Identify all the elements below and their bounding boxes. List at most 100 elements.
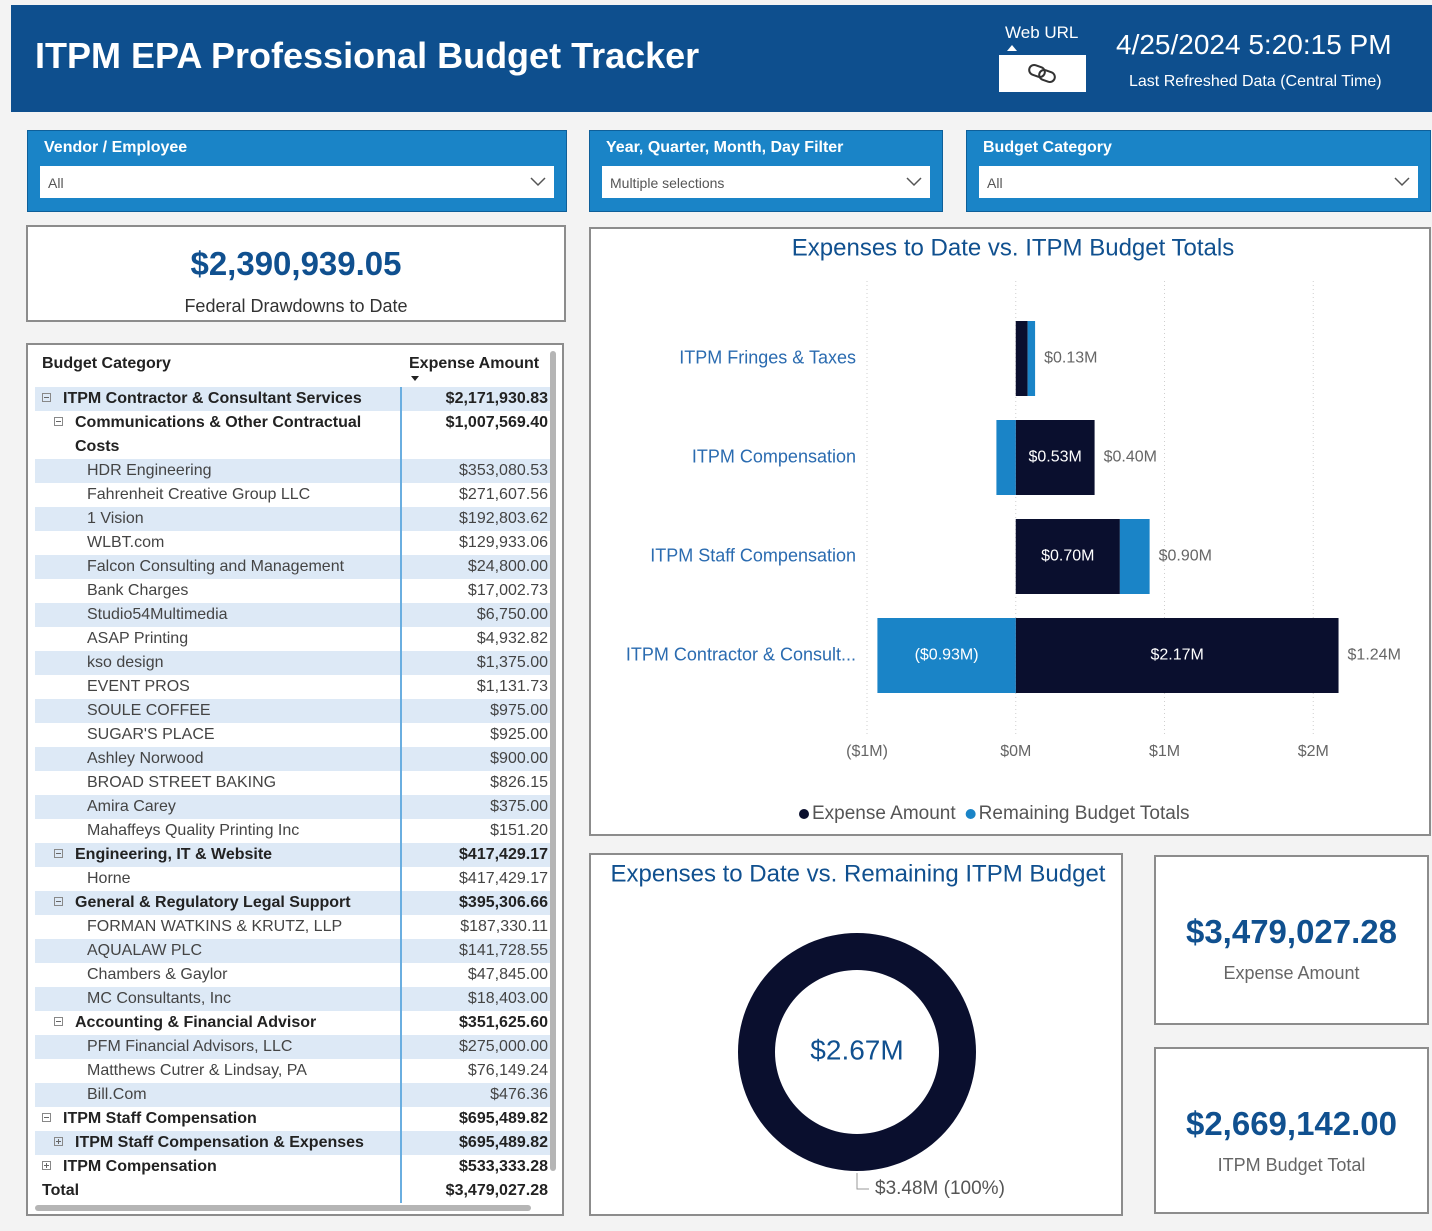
amount-cell: $4,932.82 (476, 630, 548, 647)
amount-cell: $925.00 (490, 726, 548, 743)
bar-segment (1015, 321, 1028, 396)
bar-segment (1015, 618, 1339, 693)
category-cell: Bank Charges (35, 579, 402, 603)
collapse-toggle[interactable] (42, 1113, 51, 1122)
expand-toggle[interactable] (42, 1161, 51, 1170)
indent (66, 873, 75, 882)
category-label: PFM Financial Advisors, LLC (87, 1038, 293, 1055)
category-cell: Fahrenheit Creative Group LLC (35, 483, 402, 507)
bar-segment (1015, 519, 1120, 594)
indent (66, 489, 75, 498)
amount-cell: $417,429.17 (459, 846, 548, 863)
table-row: Bank Charges $17,002.73 (35, 579, 550, 603)
horizontal-scrollbar[interactable] (35, 1205, 531, 1211)
amount-cell: $187,330.11 (460, 918, 548, 935)
vertical-scrollbar[interactable] (550, 351, 556, 1171)
donut-chart: Expenses to Date vs. Remaining ITPM Budg… (611, 860, 1106, 1199)
category-cell: Falcon Consulting and Management (35, 555, 402, 579)
indent (66, 681, 75, 690)
total-label: Total (42, 1182, 80, 1199)
amount-cell: $47,845.00 (467, 966, 548, 983)
slicer: Budget Category All (966, 130, 1431, 212)
category-cell: Studio54Multimedia (35, 603, 402, 627)
table-row: Chambers & Gaylor $47,845.00 (35, 963, 550, 987)
amount-cell: $76,149.24 (467, 1062, 548, 1079)
category-label: ITPM Staff Compensation (650, 545, 856, 565)
total-label: $0.40M (1104, 449, 1157, 466)
category-label: 1 Vision (87, 510, 144, 527)
dropdown[interactable]: All (979, 166, 1418, 198)
table-row: Bill.Com $476.36 (35, 1083, 550, 1107)
chevron-path (906, 177, 922, 187)
table-row: Fahrenheit Creative Group LLC $271,607.56 (35, 483, 550, 507)
category-cell: PFM Financial Advisors, LLC (35, 1035, 402, 1059)
indent (66, 633, 75, 642)
table-row: Amira Carey $375.00 (35, 795, 550, 819)
indent (66, 561, 75, 570)
total-label: $0.13M (1044, 350, 1097, 367)
legend-swatch (799, 809, 809, 819)
table-row: ITPM Compensation $533,333.28 (35, 1155, 550, 1179)
table-row: Horne $417,429.17 (35, 867, 550, 891)
category-cell: Communications & Other Contractual Costs (35, 411, 402, 459)
category-cell: Engineering, IT & Website (35, 843, 402, 867)
table-row: SUGAR'S PLACE $925.00 (35, 723, 550, 747)
category-label: SUGAR'S PLACE (87, 726, 215, 743)
table-row: WLBT.com $129,933.06 (35, 531, 550, 555)
collapse-toggle[interactable] (54, 1017, 63, 1026)
category-cell: ITPM Staff Compensation (35, 1107, 402, 1131)
category-cell: WLBT.com (35, 531, 402, 555)
category-label: Communications & Other Contractual Costs (75, 414, 362, 455)
amount-cell: $395,306.66 (459, 894, 548, 911)
column-header[interactable]: Expense Amount (409, 355, 540, 372)
web-url-button[interactable] (999, 55, 1086, 92)
refresh-time: 4/25/2024 5:20:15 PM (1116, 29, 1392, 60)
amount-cell: $275,000.00 (459, 1038, 548, 1055)
table-row: HDR Engineering $353,080.53 (35, 459, 550, 483)
dropdown[interactable]: Multiple selections (602, 166, 930, 198)
matrix-table: Budget Category Expense Amount ITPM Cont… (26, 343, 564, 1216)
amount-cell: $533,333.28 (459, 1158, 548, 1175)
toggle-h (44, 397, 49, 398)
collapse-toggle[interactable] (42, 393, 51, 402)
leader-line (856, 1173, 869, 1190)
indent (66, 825, 75, 834)
toggle-h (44, 1117, 49, 1118)
collapse-toggle[interactable] (54, 849, 63, 858)
amount-cell: $695,489.82 (459, 1110, 548, 1127)
category-cell: Mahaffeys Quality Printing Inc (35, 819, 402, 843)
indent (66, 609, 75, 618)
kpi-label: ITPM Budget Total (1217, 1155, 1366, 1175)
category-label: ITPM Compensation (692, 446, 856, 466)
collapse-toggle[interactable] (54, 897, 63, 906)
amount-cell: $975.00 (490, 702, 548, 719)
toggle-v (46, 1163, 47, 1168)
slice-label: $3.48M (100%) (875, 1178, 1005, 1199)
indent (66, 993, 75, 1002)
kpi-value: $2,390,939.05 (190, 245, 402, 282)
category-label: AQUALAW PLC (87, 942, 202, 959)
expand-toggle[interactable] (54, 1137, 63, 1146)
category-label: ITPM Staff Compensation & Expenses (75, 1134, 364, 1151)
table-row: FORMAN WATKINS & KRUTZ, LLP $187,330.11 (35, 915, 550, 939)
category-cell: Ashley Norwood (35, 747, 402, 771)
dropdown[interactable]: All (40, 166, 554, 198)
web-url-label: Web URL (1005, 23, 1079, 42)
refresh-label: Last Refreshed Data (Central Time) (1129, 73, 1382, 90)
amount-cell: $3,479,027.28 (445, 1182, 548, 1199)
category-cell: Chambers & Gaylor (35, 963, 402, 987)
web-url-caret (1007, 45, 1017, 51)
collapse-toggle[interactable] (54, 417, 63, 426)
indent (66, 801, 75, 810)
amount-cell: $476.36 (490, 1086, 548, 1103)
category-cell: MC Consultants, Inc (35, 987, 402, 1011)
amount-cell: $141,728.55 (459, 942, 548, 959)
chevron (530, 177, 546, 187)
expense-card: $3,479,027.28 Expense Amount (1154, 855, 1429, 1025)
amount-cell: $271,607.56 (459, 486, 548, 503)
toggle-h (56, 1021, 61, 1022)
table-row: EVENT PROS $1,131.73 (35, 675, 550, 699)
total-label: $1.24M (1348, 647, 1401, 664)
donut-chart-panel: Expenses to Date vs. Remaining ITPM Budg… (589, 853, 1123, 1216)
